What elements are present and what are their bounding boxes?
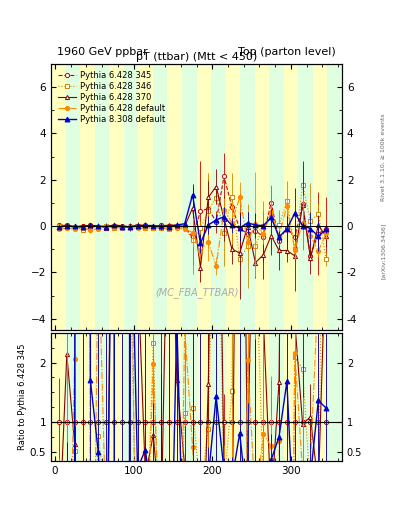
Bar xyxy=(80,333,95,461)
Bar xyxy=(240,64,255,330)
Bar xyxy=(284,64,298,330)
Legend: Pythia 6.428 345, Pythia 6.428 346, Pythia 6.428 370, Pythia 6.428 default, Pyth: Pythia 6.428 345, Pythia 6.428 346, Pyth… xyxy=(55,68,168,126)
Bar xyxy=(138,64,153,330)
Bar xyxy=(255,333,269,461)
Bar xyxy=(240,333,255,461)
Bar xyxy=(284,333,298,461)
Bar xyxy=(298,333,313,461)
Bar xyxy=(109,64,124,330)
Text: 1960 GeV ppbar: 1960 GeV ppbar xyxy=(57,48,148,57)
Bar xyxy=(182,64,196,330)
Bar xyxy=(124,333,138,461)
Text: Rivet 3.1.10, ≥ 100k events: Rivet 3.1.10, ≥ 100k events xyxy=(381,113,386,201)
Bar xyxy=(51,333,66,461)
Bar xyxy=(269,64,284,330)
Bar xyxy=(182,333,196,461)
Bar xyxy=(153,333,167,461)
Bar xyxy=(124,64,138,330)
Bar xyxy=(327,333,342,461)
Text: [arXiv:1306.3436]: [arXiv:1306.3436] xyxy=(381,222,386,279)
Bar xyxy=(138,333,153,461)
Bar xyxy=(269,333,284,461)
Bar xyxy=(196,64,211,330)
Bar xyxy=(313,333,327,461)
Bar xyxy=(153,64,167,330)
Bar xyxy=(327,64,342,330)
Bar xyxy=(255,64,269,330)
Bar xyxy=(80,64,95,330)
Bar xyxy=(95,333,109,461)
Bar xyxy=(109,333,124,461)
Bar xyxy=(226,64,240,330)
Bar xyxy=(211,64,226,330)
Y-axis label: Ratio to Pythia 6.428 345: Ratio to Pythia 6.428 345 xyxy=(18,344,27,450)
Text: (MC_FBA_TTBAR): (MC_FBA_TTBAR) xyxy=(155,287,238,298)
Title: pT (ttbar) (Mtt < 450): pT (ttbar) (Mtt < 450) xyxy=(136,52,257,62)
Bar xyxy=(66,333,80,461)
Bar xyxy=(226,333,240,461)
Bar xyxy=(66,64,80,330)
Bar xyxy=(167,333,182,461)
Bar xyxy=(298,64,313,330)
Bar xyxy=(211,333,226,461)
Text: Top (parton level): Top (parton level) xyxy=(238,48,336,57)
Bar xyxy=(95,64,109,330)
Bar xyxy=(167,64,182,330)
Bar xyxy=(51,64,66,330)
Bar xyxy=(196,333,211,461)
Bar xyxy=(313,64,327,330)
